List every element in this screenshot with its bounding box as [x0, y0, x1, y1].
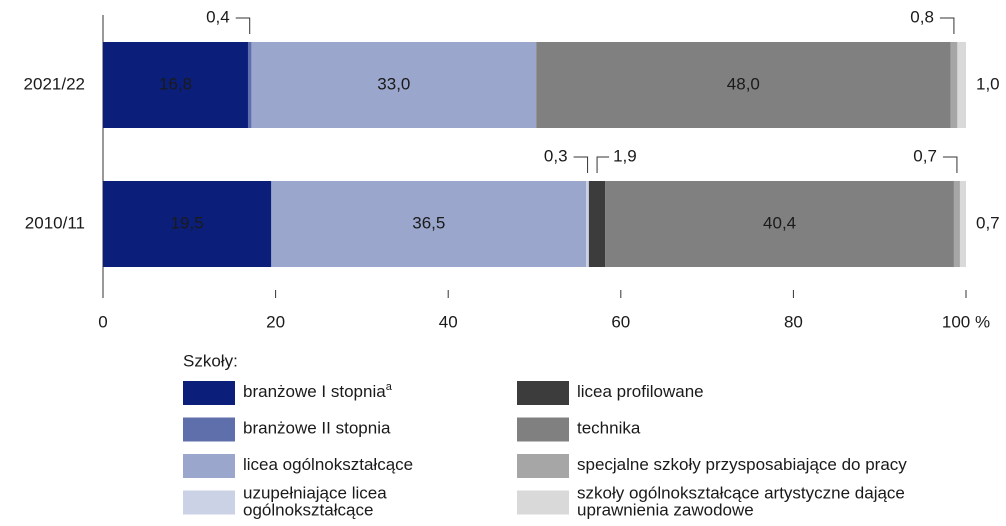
value-label: 1,9 — [613, 146, 637, 165]
value-label: 19,5 — [171, 213, 204, 232]
value-label: 0,7 — [913, 146, 937, 165]
bar-segment — [103, 42, 248, 128]
bar-segment — [247, 42, 252, 128]
legend-label: branżowe I stopniaa — [243, 381, 393, 402]
legend-footnote-mark: a — [386, 381, 393, 393]
callout-line — [596, 156, 610, 173]
x-tick-label: 60 — [611, 312, 630, 331]
value-label: 48,0 — [727, 74, 760, 93]
legend-label: szkoły ogólnokształcące artystyczne dają… — [577, 484, 905, 520]
callout-line — [942, 156, 958, 173]
bar-segment — [959, 181, 966, 267]
legend-swatch — [517, 381, 569, 405]
callout-line — [939, 17, 955, 34]
legend-title: Szkoły: — [183, 351, 238, 370]
x-tick-label: 80 — [784, 312, 803, 331]
legend-label: specjalne szkoły przysposabiające do pra… — [577, 455, 907, 474]
value-label: 0,7 — [976, 213, 1000, 232]
value-label: 40,4 — [763, 213, 796, 232]
bar-segment — [588, 181, 606, 267]
legend-swatch — [517, 417, 569, 442]
category-label: 2010/11 — [25, 213, 85, 232]
bar-segment — [605, 181, 954, 267]
legend-swatch — [183, 490, 235, 515]
bar-segment — [271, 181, 587, 267]
value-label: 36,5 — [412, 213, 445, 232]
bar-segment — [586, 181, 589, 267]
bar-segment — [950, 42, 958, 128]
legend-label: licea profilowane — [577, 382, 704, 401]
legend-swatch — [517, 454, 569, 478]
value-label: 0,3 — [544, 146, 568, 165]
legend-label-line: branżowe I stopnia — [243, 382, 386, 401]
callout-line — [573, 156, 589, 173]
value-label: 0,4 — [206, 7, 230, 26]
x-tick-label: 40 — [439, 312, 458, 331]
legend-swatch — [517, 490, 569, 515]
legend-label-line: ogólnokształcące — [243, 501, 373, 520]
bar-segment — [251, 42, 537, 128]
x-tick-label: 20 — [266, 312, 285, 331]
bar-segment — [953, 181, 960, 267]
bar-segment — [536, 42, 951, 128]
legend-label: branżowe II stopnia — [243, 419, 391, 438]
legend-label: uzupełniające licea ogólnokształcące — [243, 484, 387, 520]
value-label: 33,0 — [377, 74, 410, 93]
legend-label: technika — [577, 419, 641, 438]
legend-label-line: branżowe II stopnia — [243, 419, 391, 438]
value-label: 0,8 — [910, 7, 934, 26]
legend-label-line: technika — [577, 419, 641, 438]
bar-segment — [957, 42, 966, 128]
legend-label-line: uzupełniające licea — [243, 484, 387, 503]
legend-label-line: licea ogólnokształcące — [243, 455, 413, 474]
legend-label: licea ogólnokształcące — [243, 455, 413, 474]
value-label: 1,0 — [976, 74, 1000, 93]
legend-label-line: licea profilowane — [577, 382, 704, 401]
x-tick-label: 0 — [98, 312, 107, 331]
legend-swatch — [183, 381, 235, 405]
category-label: 2021/22 — [24, 74, 85, 93]
callout-line — [235, 17, 251, 34]
value-label: 16,8 — [159, 74, 192, 93]
legend-label-line: specjalne szkoły przysposabiające do pra… — [577, 455, 907, 474]
legend-label-line: szkoły ogólnokształcące artystyczne dają… — [577, 484, 905, 503]
legend-label-line: uprawnienia zawodowe — [577, 501, 754, 520]
bar-segment — [103, 181, 272, 267]
legend-swatch — [183, 454, 235, 478]
x-tick-label: 100 % — [942, 312, 990, 331]
legend-swatch — [183, 417, 235, 442]
